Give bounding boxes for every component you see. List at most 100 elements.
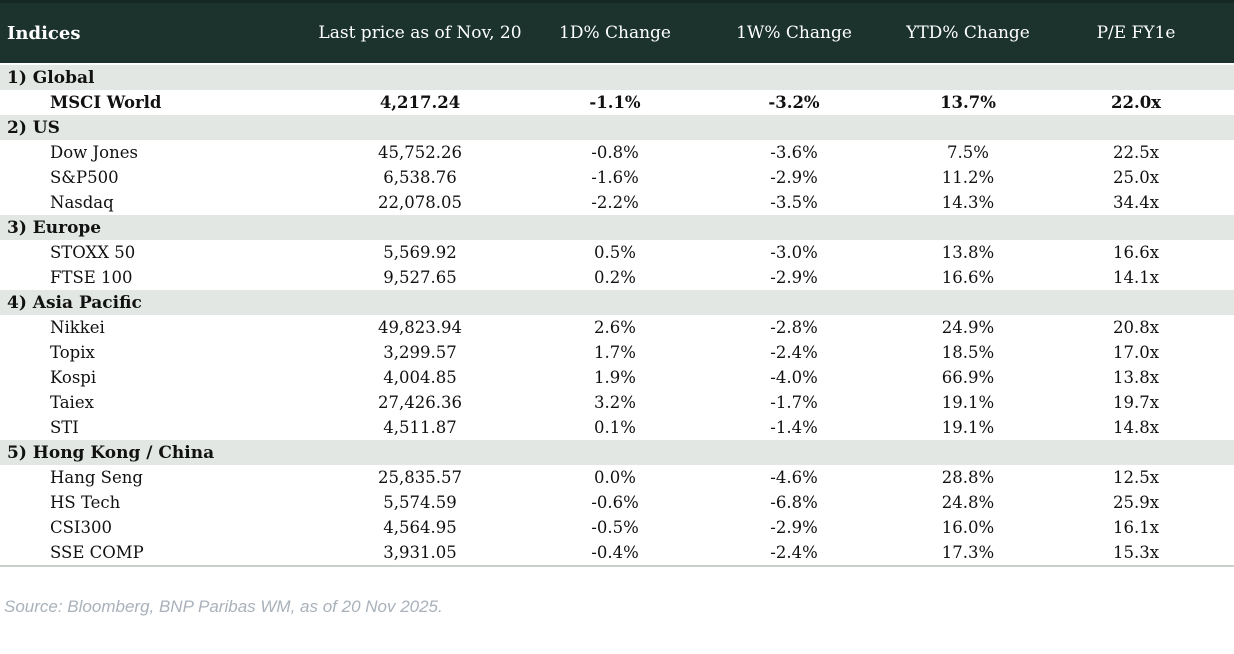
index-name-cell: Hang Seng (0, 465, 300, 490)
pe-fy1e-cell: 14.8x (1038, 415, 1234, 440)
header-row: Indices Last price as of Nov, 20 1D% Cha… (0, 0, 1234, 65)
section-label: 2) US (0, 115, 1234, 140)
last-price-cell: 3,299.57 (300, 340, 540, 365)
index-name-cell: S&P500 (0, 165, 300, 190)
last-price-cell: 4,511.87 (300, 415, 540, 440)
index-name-cell: Dow Jones (0, 140, 300, 165)
one-week-change-cell: -1.7% (690, 390, 898, 415)
pe-fy1e-cell: 25.0x (1038, 165, 1234, 190)
one-day-change-cell: 0.2% (540, 265, 690, 290)
pe-fy1e-cell: 14.1x (1038, 265, 1234, 290)
table-row: MSCI World 4,217.24 -1.1% -3.2% 13.7% 22.0x (0, 90, 1234, 115)
one-week-change-cell: -3.2% (690, 90, 898, 115)
one-day-change-cell: -1.6% (540, 165, 690, 190)
table-row: FTSE 100 9,527.65 0.2% -2.9% 16.6% 14.1x (0, 265, 1234, 290)
index-name-cell: STI (0, 415, 300, 440)
one-day-change-cell: 0.1% (540, 415, 690, 440)
one-day-change-cell: -2.2% (540, 190, 690, 215)
table-row: STI 4,511.87 0.1% -1.4% 19.1% 14.8x (0, 415, 1234, 440)
ytd-change-cell: 19.1% (898, 415, 1038, 440)
one-week-change-cell: -3.0% (690, 240, 898, 265)
table-row: STOXX 50 5,569.92 0.5% -3.0% 13.8% 16.6x (0, 240, 1234, 265)
table-row: Kospi 4,004.85 1.9% -4.0% 66.9% 13.8x (0, 365, 1234, 390)
last-price-cell: 9,527.65 (300, 265, 540, 290)
one-week-change-cell: -3.5% (690, 190, 898, 215)
ytd-change-cell: 13.7% (898, 90, 1038, 115)
index-name-cell: STOXX 50 (0, 240, 300, 265)
last-price-cell: 4,217.24 (300, 90, 540, 115)
ytd-change-cell: 7.5% (898, 140, 1038, 165)
one-day-change-cell: 1.9% (540, 365, 690, 390)
column-header-1d-change: 1D% Change (540, 0, 690, 65)
pe-fy1e-cell: 13.8x (1038, 365, 1234, 390)
one-week-change-cell: -2.4% (690, 540, 898, 566)
table-row: Topix 3,299.57 1.7% -2.4% 18.5% 17.0x (0, 340, 1234, 365)
table-row: SSE COMP 3,931.05 -0.4% -2.4% 17.3% 15.3x (0, 540, 1234, 566)
last-price-cell: 22,078.05 (300, 190, 540, 215)
ytd-change-cell: 19.1% (898, 390, 1038, 415)
pe-fy1e-cell: 12.5x (1038, 465, 1234, 490)
table-row: Dow Jones 45,752.26 -0.8% -3.6% 7.5% 22.5x (0, 140, 1234, 165)
one-week-change-cell: -2.9% (690, 165, 898, 190)
last-price-cell: 5,569.92 (300, 240, 540, 265)
ytd-change-cell: 24.8% (898, 490, 1038, 515)
column-header-ytd-change: YTD% Change (898, 0, 1038, 65)
one-week-change-cell: -2.4% (690, 340, 898, 365)
one-day-change-cell: 2.6% (540, 315, 690, 340)
section-label: 3) Europe (0, 215, 1234, 240)
last-price-cell: 4,004.85 (300, 365, 540, 390)
one-week-change-cell: -6.8% (690, 490, 898, 515)
index-name-cell: Nikkei (0, 315, 300, 340)
pe-fy1e-cell: 25.9x (1038, 490, 1234, 515)
last-price-cell: 3,931.05 (300, 540, 540, 566)
table-row: S&P500 6,538.76 -1.6% -2.9% 11.2% 25.0x (0, 165, 1234, 190)
ytd-change-cell: 16.0% (898, 515, 1038, 540)
section-row: 2) US (0, 115, 1234, 140)
one-week-change-cell: -4.6% (690, 465, 898, 490)
ytd-change-cell: 24.9% (898, 315, 1038, 340)
pe-fy1e-cell: 17.0x (1038, 340, 1234, 365)
last-price-cell: 5,574.59 (300, 490, 540, 515)
section-row: 5) Hong Kong / China (0, 440, 1234, 465)
section-row: 4) Asia Pacific (0, 290, 1234, 315)
index-name-cell: Taiex (0, 390, 300, 415)
source-note: Source: Bloomberg, BNP Paribas WM, as of… (4, 597, 443, 616)
one-week-change-cell: -2.9% (690, 265, 898, 290)
one-week-change-cell: -2.9% (690, 515, 898, 540)
pe-fy1e-cell: 34.4x (1038, 190, 1234, 215)
section-row: 3) Europe (0, 215, 1234, 240)
column-header-last-price: Last price as of Nov, 20 (300, 0, 540, 65)
pe-fy1e-cell: 15.3x (1038, 540, 1234, 566)
index-name-cell: HS Tech (0, 490, 300, 515)
ytd-change-cell: 11.2% (898, 165, 1038, 190)
pe-fy1e-cell: 16.1x (1038, 515, 1234, 540)
table-row: Nikkei 49,823.94 2.6% -2.8% 24.9% 20.8x (0, 315, 1234, 340)
ytd-change-cell: 16.6% (898, 265, 1038, 290)
one-day-change-cell: 0.0% (540, 465, 690, 490)
last-price-cell: 49,823.94 (300, 315, 540, 340)
one-week-change-cell: -2.8% (690, 315, 898, 340)
index-name-cell: Kospi (0, 365, 300, 390)
one-day-change-cell: 3.2% (540, 390, 690, 415)
one-day-change-cell: -0.8% (540, 140, 690, 165)
table-row: Nasdaq 22,078.05 -2.2% -3.5% 14.3% 34.4x (0, 190, 1234, 215)
ytd-change-cell: 13.8% (898, 240, 1038, 265)
one-day-change-cell: -0.6% (540, 490, 690, 515)
column-header-indices: Indices (0, 0, 300, 65)
one-day-change-cell: 1.7% (540, 340, 690, 365)
index-name-cell: MSCI World (0, 90, 300, 115)
last-price-cell: 45,752.26 (300, 140, 540, 165)
index-name-cell: Nasdaq (0, 190, 300, 215)
ytd-change-cell: 17.3% (898, 540, 1038, 566)
index-name-cell: FTSE 100 (0, 265, 300, 290)
table-row: Taiex 27,426.36 3.2% -1.7% 19.1% 19.7x (0, 390, 1234, 415)
pe-fy1e-cell: 22.0x (1038, 90, 1234, 115)
indices-table: Indices Last price as of Nov, 20 1D% Cha… (0, 0, 1234, 567)
section-label: 5) Hong Kong / China (0, 440, 1234, 465)
section-label: 4) Asia Pacific (0, 290, 1234, 315)
ytd-change-cell: 28.8% (898, 465, 1038, 490)
one-day-change-cell: -0.5% (540, 515, 690, 540)
section-label: 1) Global (0, 64, 1234, 90)
index-name-cell: Topix (0, 340, 300, 365)
last-price-cell: 6,538.76 (300, 165, 540, 190)
